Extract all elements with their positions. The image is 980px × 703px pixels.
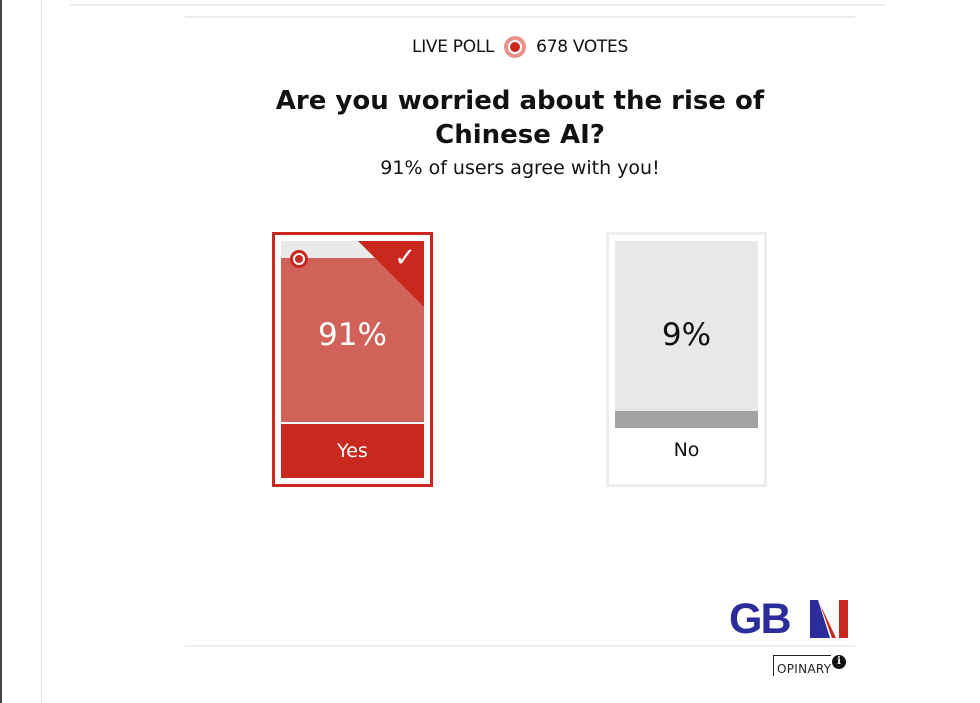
radio-selected-icon [290,250,308,268]
gbn-logo: GB [729,595,791,643]
option-label: No [673,439,700,461]
selected-corner [358,241,424,307]
opinary-logo[interactable]: OPINARY [773,655,832,676]
divider [185,16,855,18]
result-bar [615,241,758,428]
live-poll-label: LIVE POLL [412,37,495,57]
option-no[interactable]: 9% No [606,232,767,487]
info-icon[interactable]: i [832,655,846,669]
divider [70,4,886,6]
option-percent: 91% [318,317,387,353]
option-percent: 9% [661,317,712,353]
gbn-logo-flag [810,600,848,638]
window-edge [0,0,2,703]
divider [185,645,855,647]
option-label: Yes [281,422,424,478]
option-yes[interactable]: ✓ 91% Yes [272,232,433,487]
agreement-text: 91% of users agree with you! [380,157,660,179]
poll-meta: LIVE POLL 678 VOTES [0,36,980,58]
votes-count: 678 VOTES [536,37,628,57]
divider [41,0,42,703]
result-fill [615,411,758,428]
check-icon: ✓ [394,243,416,273]
poll-question: Are you worried about the rise of Chines… [275,86,765,150]
live-indicator-icon [504,36,527,58]
